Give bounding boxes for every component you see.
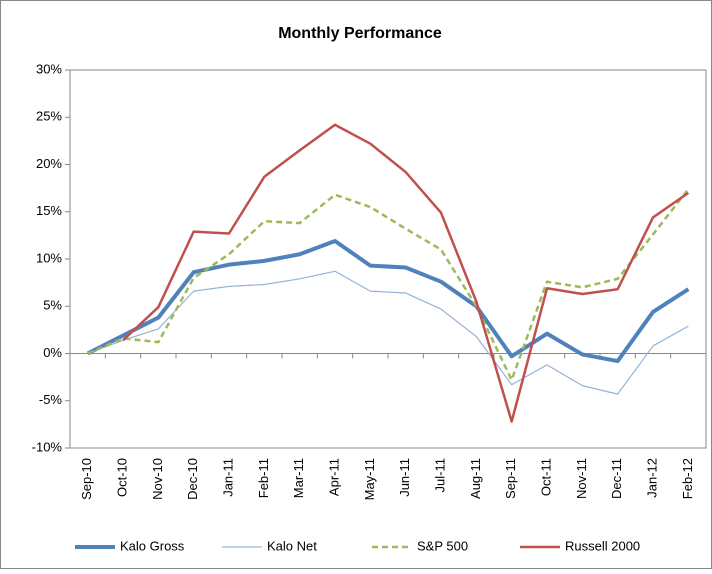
series-line [87,188,690,382]
x-tick-label: Jan-12 [644,458,659,498]
x-tick-label: Oct-11 [538,458,553,496]
x-tick-label: Jun-11 [397,458,412,497]
x-tick-label: Jan-11 [220,458,235,497]
legend-label: Russell 2000 [565,538,640,553]
x-tick-label: Sep-11 [503,458,518,499]
y-tick-label: -5% [39,392,63,407]
x-tick-label: May-11 [362,458,377,500]
y-tick-label: 20% [36,156,62,171]
x-tick-label: Feb-11 [256,458,271,498]
legend-label: S&P 500 [417,538,468,553]
series-line [86,239,690,364]
x-tick-label: Dec-11 [609,458,624,499]
y-tick-label: 25% [36,109,62,124]
legend-label: Kalo Net [267,538,317,553]
y-tick-label: 0% [43,345,62,360]
chart-title: Monthly Performance [278,25,442,42]
x-tick-label: Sep-10 [79,458,94,500]
y-tick-label: 15% [36,203,62,218]
y-tick-label: 10% [36,250,62,265]
y-tick-label: 30% [36,61,62,76]
y-tick-label: 5% [43,298,62,313]
legend-label: Kalo Gross [120,538,185,553]
x-tick-label: Dec-10 [185,458,200,500]
x-tick-label: Feb-12 [680,458,695,499]
x-tick-label: Jul-11 [432,458,447,492]
x-tick-label: Oct-10 [114,458,129,497]
x-tick-label: Nov-11 [574,458,589,499]
y-tick-label: -10% [32,439,63,454]
x-tick-label: Nov-10 [150,458,165,500]
x-tick-label: Apr-11 [326,458,341,496]
x-tick-label: Mar-11 [291,458,306,498]
series-line [87,270,689,395]
series-line [122,123,690,423]
x-tick-label: Aug-11 [468,458,483,499]
